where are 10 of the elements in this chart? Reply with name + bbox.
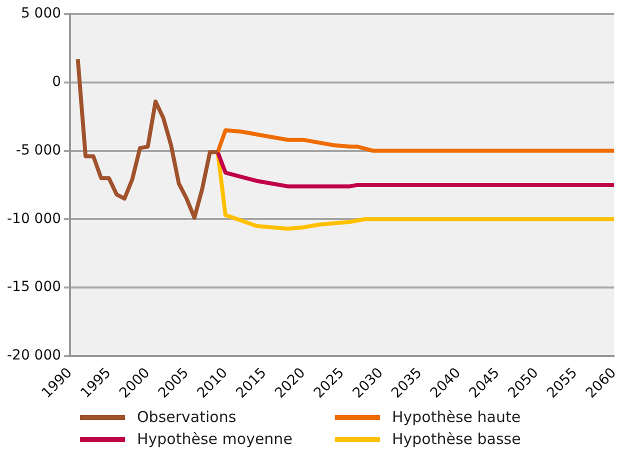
y-tick-label: -5 000: [16, 142, 62, 158]
y-tick-label: 0: [52, 74, 62, 90]
y-tick-label: -20 000: [6, 348, 62, 364]
y-tick-label: -10 000: [6, 210, 62, 227]
legend-label: Observations: [137, 408, 236, 426]
legend-label: Hypothèse basse: [392, 430, 521, 448]
legend-label: Hypothèse haute: [392, 408, 521, 426]
y-tick-label: 5 000: [20, 6, 62, 22]
y-tick-label: -15 000: [6, 279, 62, 296]
legend-label: Hypothèse moyenne: [137, 430, 292, 448]
